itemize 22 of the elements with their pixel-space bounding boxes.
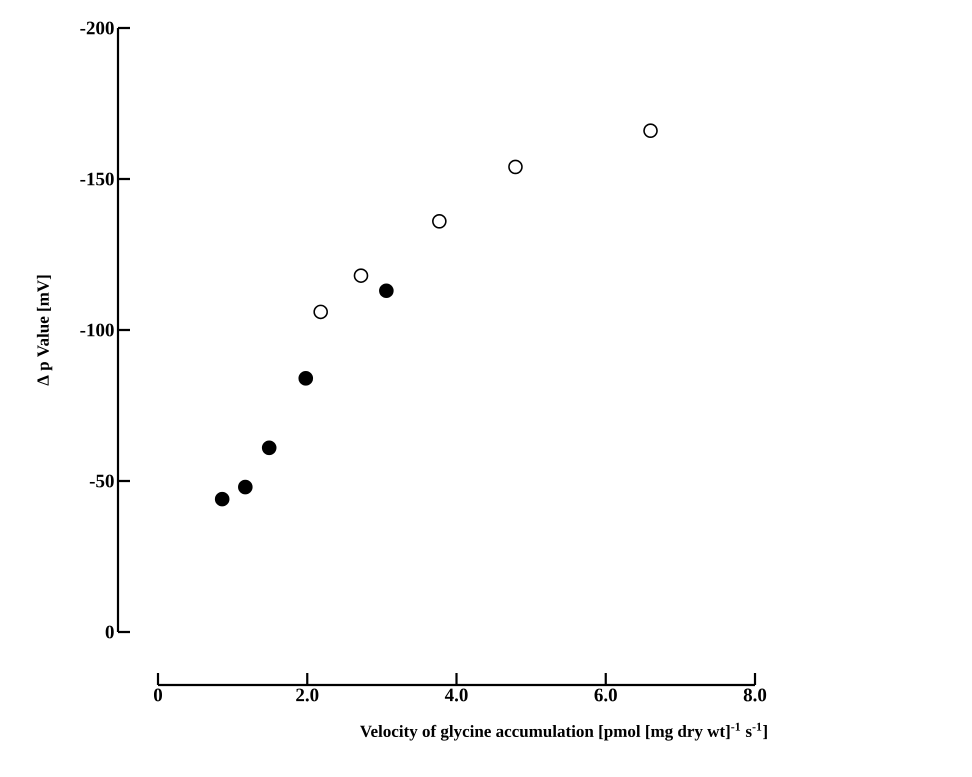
x-tick-label: 8.0 <box>744 688 766 702</box>
y-tick-label: -50 <box>90 474 114 488</box>
point <box>238 480 253 494</box>
point <box>508 160 523 174</box>
x-tick-label: 2.0 <box>296 688 318 702</box>
y-tick-label: -150 <box>80 172 114 186</box>
y-tick-label: 0 <box>106 626 114 638</box>
point <box>298 371 314 386</box>
point <box>214 492 230 506</box>
point <box>354 268 368 283</box>
x-axis-title: Velocity of glycine accumulation [pmol [mg dry wt]$^{-1}$ s$^{-1}$] <box>360 722 767 741</box>
y-tick-label: -100 <box>80 324 114 336</box>
point <box>379 283 394 298</box>
x-tick-label: 4.0 <box>444 688 468 702</box>
y-tick-label: -200 <box>80 22 114 34</box>
point <box>313 304 328 320</box>
point <box>643 123 658 138</box>
x-tick-label: 6.0 <box>594 688 617 702</box>
point <box>432 214 447 229</box>
x-tick-label: 0 <box>154 688 162 702</box>
point <box>262 440 276 456</box>
y-axis-title: Δ p Value [mV] <box>36 275 52 386</box>
